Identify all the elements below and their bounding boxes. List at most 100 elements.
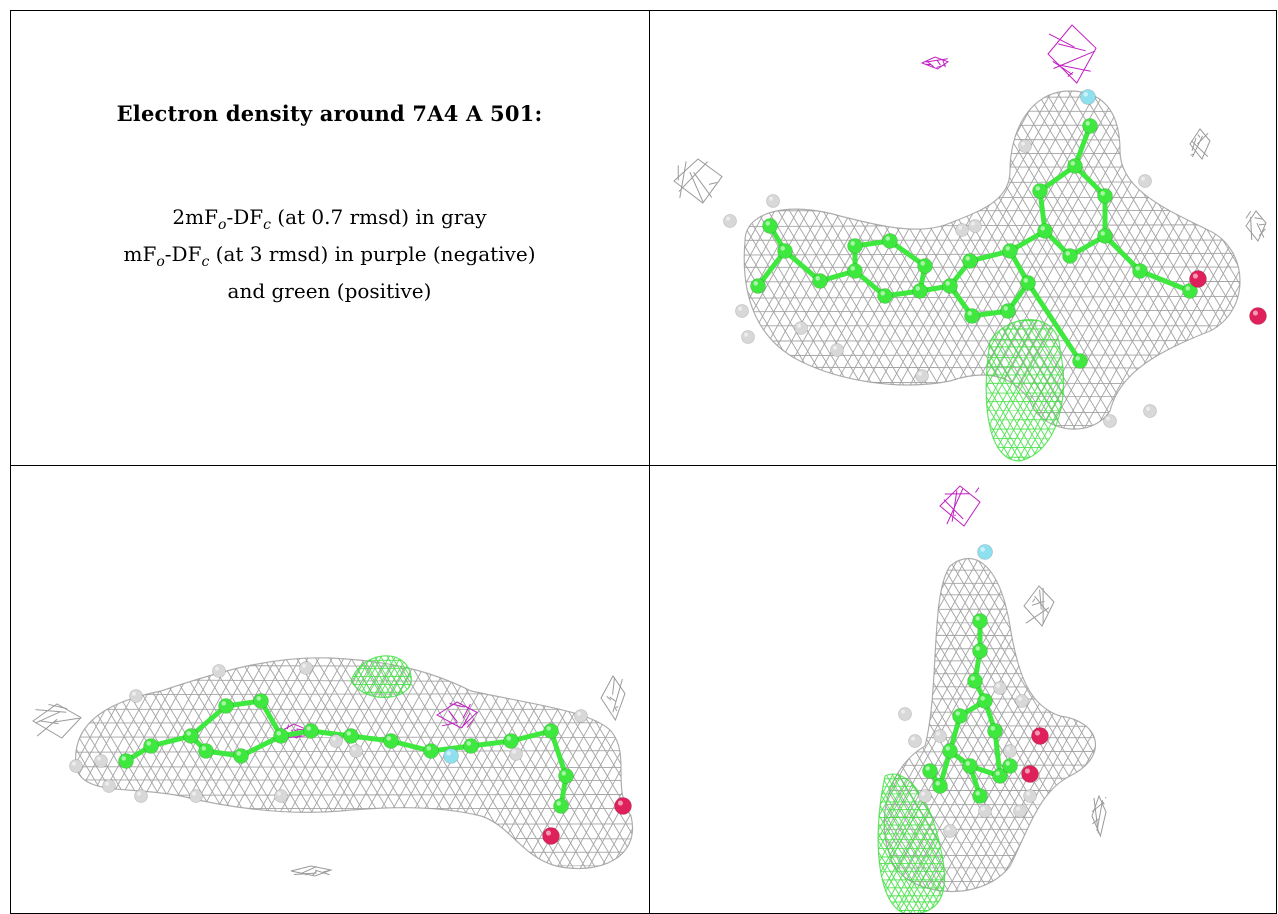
figure-grid: Electron density around 7A4 A 501: 2mFo-… [10, 10, 1277, 914]
density-image-front [673, 24, 1267, 462]
atom-C [812, 273, 828, 289]
atom-H [830, 343, 844, 357]
atom-C [877, 288, 893, 304]
atom-H [978, 804, 992, 818]
positive-density-mesh-end [878, 774, 945, 913]
atom-C [942, 743, 958, 759]
atoms-front [723, 89, 1267, 428]
atom-H [1015, 694, 1029, 708]
stray-mesh-left-side [32, 703, 82, 739]
atom-O [542, 827, 560, 845]
gray-density-mesh-end-outline [883, 557, 1097, 893]
atom-H [102, 779, 116, 793]
atom-H [212, 664, 226, 678]
atom-C [922, 763, 938, 779]
atom-C [558, 768, 574, 784]
atom-C [1097, 228, 1113, 244]
atom-O [614, 797, 632, 815]
atom-C [972, 643, 988, 659]
atom-H [741, 330, 755, 344]
atom-C [972, 788, 988, 804]
atom-C [1037, 223, 1053, 239]
atom-F [977, 544, 993, 560]
atom-C [952, 708, 968, 724]
atom-C [543, 723, 559, 739]
atom-H [349, 744, 363, 758]
positive-density-mesh-end-outline [877, 773, 946, 913]
atom-H [933, 729, 947, 743]
atom-O [1021, 765, 1039, 783]
atom-H [723, 214, 737, 228]
atom-C [303, 723, 319, 739]
atom-H [968, 219, 982, 233]
atom-C [987, 723, 1003, 739]
gray-density-mesh-side [75, 657, 633, 869]
atom-H [509, 747, 523, 761]
atom-C [143, 738, 159, 754]
density-view-top-right [650, 11, 1276, 465]
atom-C [1002, 758, 1018, 774]
atom-C [967, 673, 983, 689]
atom-C [917, 258, 933, 274]
bonds-side [123, 698, 569, 809]
atom-H [94, 754, 108, 768]
atom-F [1080, 89, 1096, 105]
atom-H [735, 304, 749, 318]
negative-density-mesh-end [939, 485, 981, 527]
atom-O [1249, 307, 1267, 325]
atom-C [343, 728, 359, 744]
atom-C [1097, 188, 1113, 204]
atom-C [118, 753, 134, 769]
atom-H [69, 759, 83, 773]
stray-mesh-right-side [600, 675, 626, 722]
caption-line-3: and green (positive) [227, 279, 432, 303]
atom-H [898, 707, 912, 721]
atom-C [750, 278, 766, 294]
atom-C [912, 283, 928, 299]
center-border [649, 10, 650, 914]
atom-O [1189, 270, 1207, 288]
negative-density-mesh-small [920, 56, 950, 70]
middle-border [10, 465, 1277, 466]
atom-C [463, 738, 479, 754]
gray-density-mesh-end [884, 558, 1096, 892]
atom-C [423, 743, 439, 759]
density-view-bottom-left [11, 466, 649, 913]
negative-density-mesh-top [1047, 24, 1097, 84]
atom-C [942, 278, 958, 294]
atom-C [962, 758, 978, 774]
atom-O [1031, 727, 1049, 745]
atom-H [908, 734, 922, 748]
positive-density-mesh-side-outline [350, 655, 412, 699]
atom-C [233, 748, 249, 764]
atom-H [955, 223, 969, 237]
atom-C [383, 733, 399, 749]
atom-C [198, 743, 214, 759]
caption-line-2: mFo-DFc (at 3 rmsd) in purple (negative) [123, 242, 536, 270]
density-image-end [877, 485, 1107, 913]
stray-mesh-far-right [1245, 210, 1267, 242]
atom-C [1062, 248, 1078, 264]
atom-H [1013, 804, 1027, 818]
atom-C [218, 698, 234, 714]
atom-C [847, 263, 863, 279]
atom-C [964, 308, 980, 324]
atom-C [977, 693, 993, 709]
atom-F [443, 748, 459, 764]
atom-C [962, 253, 978, 269]
negative-density-mesh-side [436, 701, 478, 729]
atom-H [918, 789, 932, 803]
left-border [10, 10, 11, 914]
atom-H [766, 194, 780, 208]
stray-mesh-right [1189, 128, 1211, 160]
positive-density-mesh [986, 319, 1064, 461]
atom-C [253, 693, 269, 709]
atoms-side [69, 661, 632, 845]
atom-C [777, 243, 793, 259]
atom-C [762, 218, 778, 234]
positive-density-mesh-outline [985, 319, 1065, 462]
atom-H [915, 369, 929, 383]
atom-H [943, 824, 957, 838]
atom-C [847, 238, 863, 254]
atom-C [503, 733, 519, 749]
